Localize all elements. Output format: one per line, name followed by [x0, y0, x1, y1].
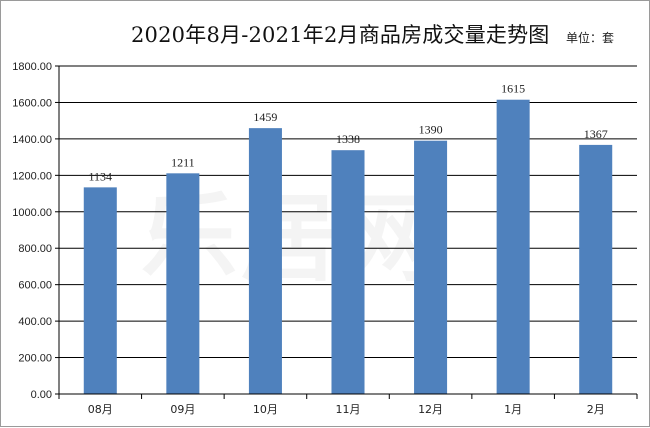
bar: [414, 140, 448, 394]
y-tick-label: 1200.00: [12, 170, 52, 182]
bar: [331, 150, 365, 394]
y-tick-label: 1000.00: [12, 207, 52, 219]
x-tick-label: 12月: [418, 403, 443, 416]
x-tick-label: 09月: [170, 403, 195, 416]
x-tick-label: 10月: [253, 403, 278, 416]
data-label: 1338: [336, 132, 360, 146]
bar: [579, 144, 613, 394]
y-tick-label: 400.00: [18, 316, 52, 328]
bar: [248, 128, 282, 394]
data-label: 1615: [501, 82, 525, 96]
y-tick-label: 0.00: [31, 389, 52, 401]
y-tick-label: 600.00: [18, 280, 52, 292]
x-tick-label: 1月: [504, 403, 522, 416]
data-label: 1367: [584, 127, 608, 141]
bar: [166, 173, 200, 394]
axes: [55, 65, 638, 399]
y-tick-label: 800.00: [18, 243, 52, 255]
y-tick-label: 1600.00: [12, 97, 52, 109]
y-tick-label: 1800.00: [12, 61, 52, 73]
data-label: 1134: [89, 169, 113, 183]
data-label: 1459: [253, 110, 277, 124]
x-tick-label: 2月: [587, 403, 605, 416]
x-tick-label: 11月: [336, 403, 361, 416]
labels: 0.00 200.00 400.00 600.00 800.00 1000.00 1200.…: [12, 61, 607, 416]
data-label: 1390: [419, 123, 443, 137]
bars: [83, 99, 613, 394]
bar: [83, 187, 117, 394]
data-label: 1211: [171, 155, 195, 169]
y-tick-label: 1400.00: [12, 134, 52, 146]
y-tick-label: 200.00: [18, 353, 52, 365]
bar: [496, 99, 530, 394]
unit-label: 单位：套: [566, 31, 615, 45]
x-tick-label: 08月: [88, 403, 113, 416]
chart-title: 2020年8月-2021年2月商品房成交量走势图: [131, 23, 550, 47]
